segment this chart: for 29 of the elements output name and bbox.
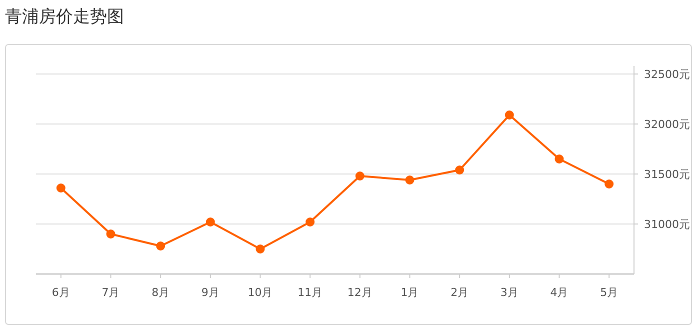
point — [604, 180, 614, 188]
x-tick-label: 7月 — [102, 286, 120, 299]
x-tick-label: 1月 — [400, 286, 419, 299]
point — [504, 110, 514, 120]
point — [455, 166, 464, 174]
point — [256, 244, 265, 254]
point — [405, 176, 414, 184]
x-tick-label: 2月 — [450, 286, 469, 299]
point — [156, 242, 166, 250]
x-tick-label: 4月 — [550, 286, 568, 299]
point — [56, 184, 66, 192]
x-tick-label: 10月 — [248, 286, 273, 299]
x-tick-label: 3月 — [500, 286, 518, 299]
point — [355, 172, 364, 180]
x-tick-label: 5月 — [600, 286, 618, 299]
x-tick-label: 11月 — [298, 286, 323, 299]
x-tick-label: 9月 — [201, 286, 220, 299]
point — [106, 230, 116, 238]
x-tick-label: 12月 — [347, 286, 372, 299]
x-tick-label: 6月 — [52, 286, 70, 299]
y-tick-label: 31500元 — [644, 168, 690, 181]
point — [554, 154, 564, 164]
x-tick-label: 8月 — [152, 286, 170, 299]
point — [306, 218, 315, 226]
y-tick-label: 32000元 — [644, 118, 690, 131]
y-tick-label: 31000元 — [644, 218, 690, 231]
point — [206, 218, 215, 226]
chart-title: 青浦房价走势图 — [5, 7, 124, 27]
y-tick-label: 32500元 — [644, 68, 690, 81]
